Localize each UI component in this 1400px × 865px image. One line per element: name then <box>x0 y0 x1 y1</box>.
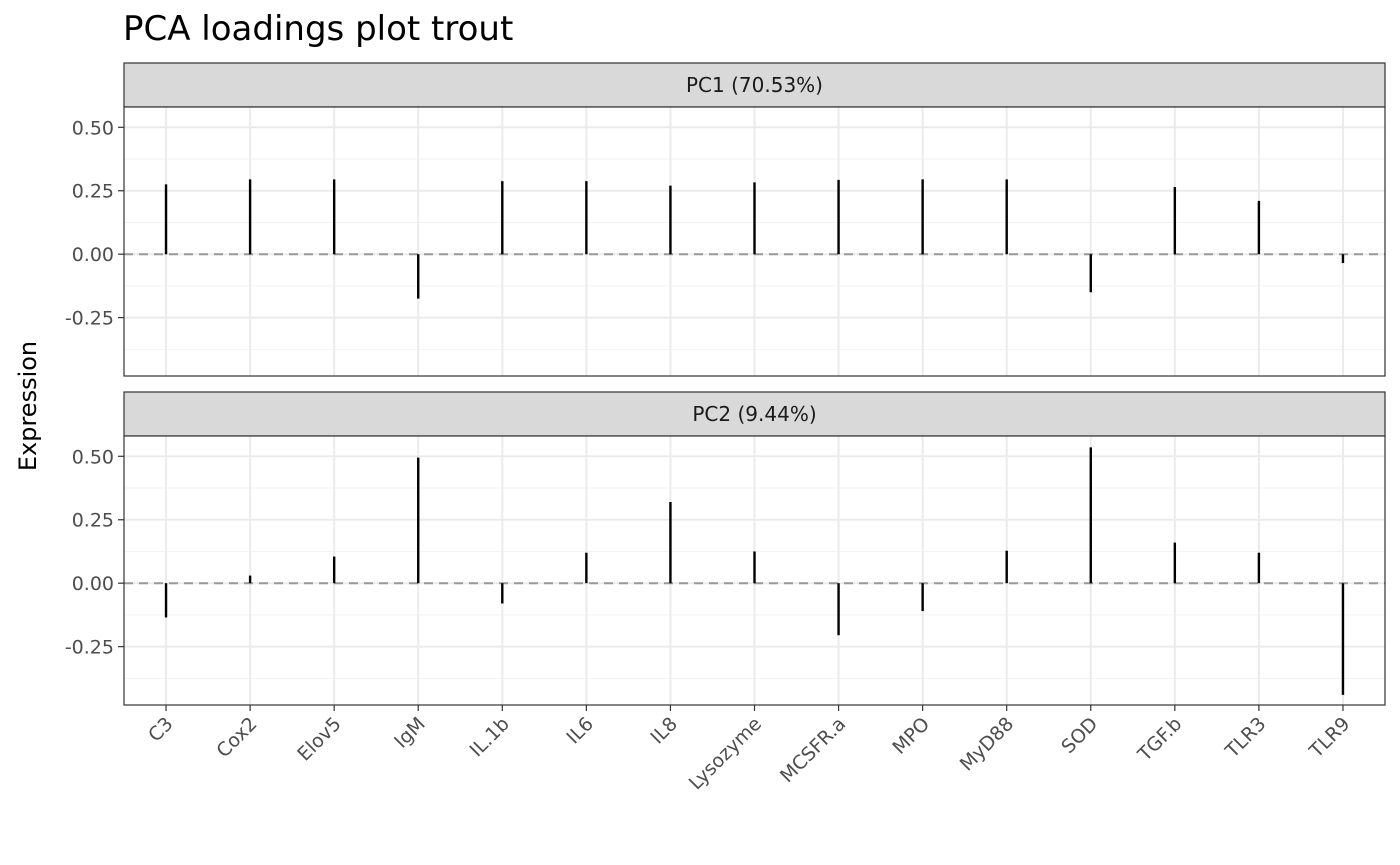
y-tick-label: 0.25 <box>72 510 114 532</box>
y-tick-label: -0.25 <box>65 308 114 330</box>
x-tick-label: TGF.b <box>1133 713 1186 766</box>
y-tick-label: 0.50 <box>72 446 114 468</box>
y-tick-label: 0.00 <box>72 573 114 595</box>
facet-strip <box>123 62 1386 108</box>
x-tick-label: IL.1b <box>465 713 513 761</box>
chart-title: PCA loadings plot trout <box>123 9 513 49</box>
x-tick-label: Elov5 <box>293 713 346 766</box>
x-tick-label: IL6 <box>562 713 598 749</box>
x-tick-label: TLR3 <box>1221 713 1271 763</box>
facet-strip <box>123 391 1386 437</box>
x-tick-label: MyD88 <box>956 713 1019 776</box>
panel-pc2: PC2 (9.44%) -0.25 0.00 0.25 0.50 <box>65 391 1386 706</box>
x-tick-label: IgM <box>390 713 430 753</box>
x-tick-label: TLR9 <box>1305 713 1355 763</box>
x-tick-label: IL8 <box>646 713 682 749</box>
facet-strip-label: PC2 (9.44%) <box>692 402 816 426</box>
y-tick-label: 0.00 <box>72 244 114 266</box>
panel-border <box>123 106 1386 377</box>
x-tick-label: MPO <box>888 713 934 759</box>
x-tick-label: Lysozyme <box>685 713 766 794</box>
x-tick-label: MCSFR.a <box>776 713 850 787</box>
y-tick-label: 0.50 <box>72 117 114 139</box>
x-tick-label: C3 <box>144 713 177 746</box>
facet-strip-label: PC1 (70.53%) <box>686 73 823 97</box>
y-tick-label: 0.25 <box>72 181 114 203</box>
y-axis-title: Expression <box>14 341 42 471</box>
x-tick-label: SOD <box>1057 713 1102 758</box>
y-tick-label: -0.25 <box>65 637 114 659</box>
x-tick-label: Cox2 <box>212 713 261 762</box>
x-axis: C3 Cox2 Elov5 IgM IL.1b IL6 IL8 Lysozyme MCSFR.a… <box>144 705 1355 794</box>
panel-pc1: PC1 (70.53%) -0.25 0.00 0.25 0.50 <box>65 62 1386 377</box>
